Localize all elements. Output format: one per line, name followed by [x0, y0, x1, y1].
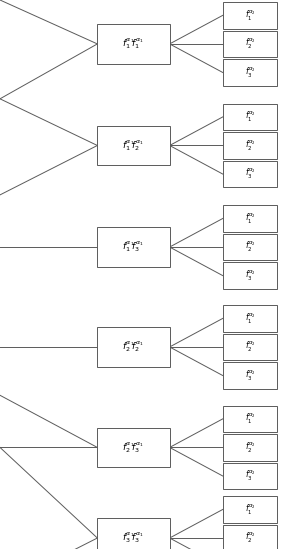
FancyBboxPatch shape	[223, 362, 277, 389]
Text: $f_1^{\alpha_1}\!f_3^{\alpha_1}$: $f_1^{\alpha_1}\!f_3^{\alpha_1}$	[122, 240, 145, 254]
FancyBboxPatch shape	[97, 518, 170, 549]
FancyBboxPatch shape	[223, 205, 277, 232]
Text: $f_1^{\alpha_2}$: $f_1^{\alpha_2}$	[245, 110, 255, 124]
Text: $f_3^{\alpha_2}$: $f_3^{\alpha_2}$	[245, 268, 255, 283]
Text: $f_1^{\alpha_2}$: $f_1^{\alpha_2}$	[245, 502, 255, 517]
FancyBboxPatch shape	[97, 126, 170, 165]
FancyBboxPatch shape	[223, 305, 277, 332]
Text: $f_1^{\alpha_2}$: $f_1^{\alpha_2}$	[245, 8, 255, 23]
Text: $f_2^{\alpha_2}$: $f_2^{\alpha_2}$	[245, 340, 255, 354]
Text: $f_2^{\alpha_1}\!f_3^{\alpha_1}$: $f_2^{\alpha_1}\!f_3^{\alpha_1}$	[122, 440, 145, 455]
Text: $f_2^{\alpha_2}$: $f_2^{\alpha_2}$	[245, 37, 255, 51]
FancyBboxPatch shape	[223, 161, 277, 187]
FancyBboxPatch shape	[223, 463, 277, 489]
FancyBboxPatch shape	[223, 434, 277, 461]
FancyBboxPatch shape	[97, 24, 170, 64]
FancyBboxPatch shape	[97, 428, 170, 467]
Text: $f_3^{\alpha_2}$: $f_3^{\alpha_2}$	[245, 167, 255, 181]
Text: $f_1^{\alpha_2}$: $f_1^{\alpha_2}$	[245, 412, 255, 426]
Text: $f_1^{\alpha_2}$: $f_1^{\alpha_2}$	[245, 311, 255, 326]
FancyBboxPatch shape	[223, 132, 277, 159]
FancyBboxPatch shape	[223, 104, 277, 130]
FancyBboxPatch shape	[223, 525, 277, 549]
Text: $f_3^{\alpha_1}\!f_3^{\alpha_1}$: $f_3^{\alpha_1}\!f_3^{\alpha_1}$	[122, 531, 145, 545]
Text: $f_3^{\alpha_2}$: $f_3^{\alpha_2}$	[245, 65, 255, 80]
FancyBboxPatch shape	[223, 334, 277, 360]
Text: $f_3^{\alpha_2}$: $f_3^{\alpha_2}$	[245, 469, 255, 483]
Text: $f_2^{\alpha_2}$: $f_2^{\alpha_2}$	[245, 138, 255, 153]
Text: $f_1^{\alpha_1}\!f_1^{\alpha_1}$: $f_1^{\alpha_1}\!f_1^{\alpha_1}$	[122, 37, 145, 51]
FancyBboxPatch shape	[223, 59, 277, 86]
FancyBboxPatch shape	[97, 327, 170, 367]
FancyBboxPatch shape	[223, 406, 277, 432]
Text: $f_2^{\alpha_1}\!f_2^{\alpha_1}$: $f_2^{\alpha_1}\!f_2^{\alpha_1}$	[122, 340, 145, 354]
Text: $f_2^{\alpha_2}$: $f_2^{\alpha_2}$	[245, 531, 255, 545]
FancyBboxPatch shape	[97, 227, 170, 267]
Text: $f_1^{\alpha_1}\!f_2^{\alpha_1}$: $f_1^{\alpha_1}\!f_2^{\alpha_1}$	[122, 138, 145, 153]
FancyBboxPatch shape	[223, 31, 277, 57]
Text: $f_1^{\alpha_2}$: $f_1^{\alpha_2}$	[245, 211, 255, 226]
FancyBboxPatch shape	[223, 262, 277, 289]
FancyBboxPatch shape	[223, 496, 277, 523]
Text: $f_3^{\alpha_2}$: $f_3^{\alpha_2}$	[245, 368, 255, 383]
FancyBboxPatch shape	[223, 2, 277, 29]
Text: $f_2^{\alpha_2}$: $f_2^{\alpha_2}$	[245, 440, 255, 455]
FancyBboxPatch shape	[223, 234, 277, 260]
Text: $f_2^{\alpha_2}$: $f_2^{\alpha_2}$	[245, 240, 255, 254]
